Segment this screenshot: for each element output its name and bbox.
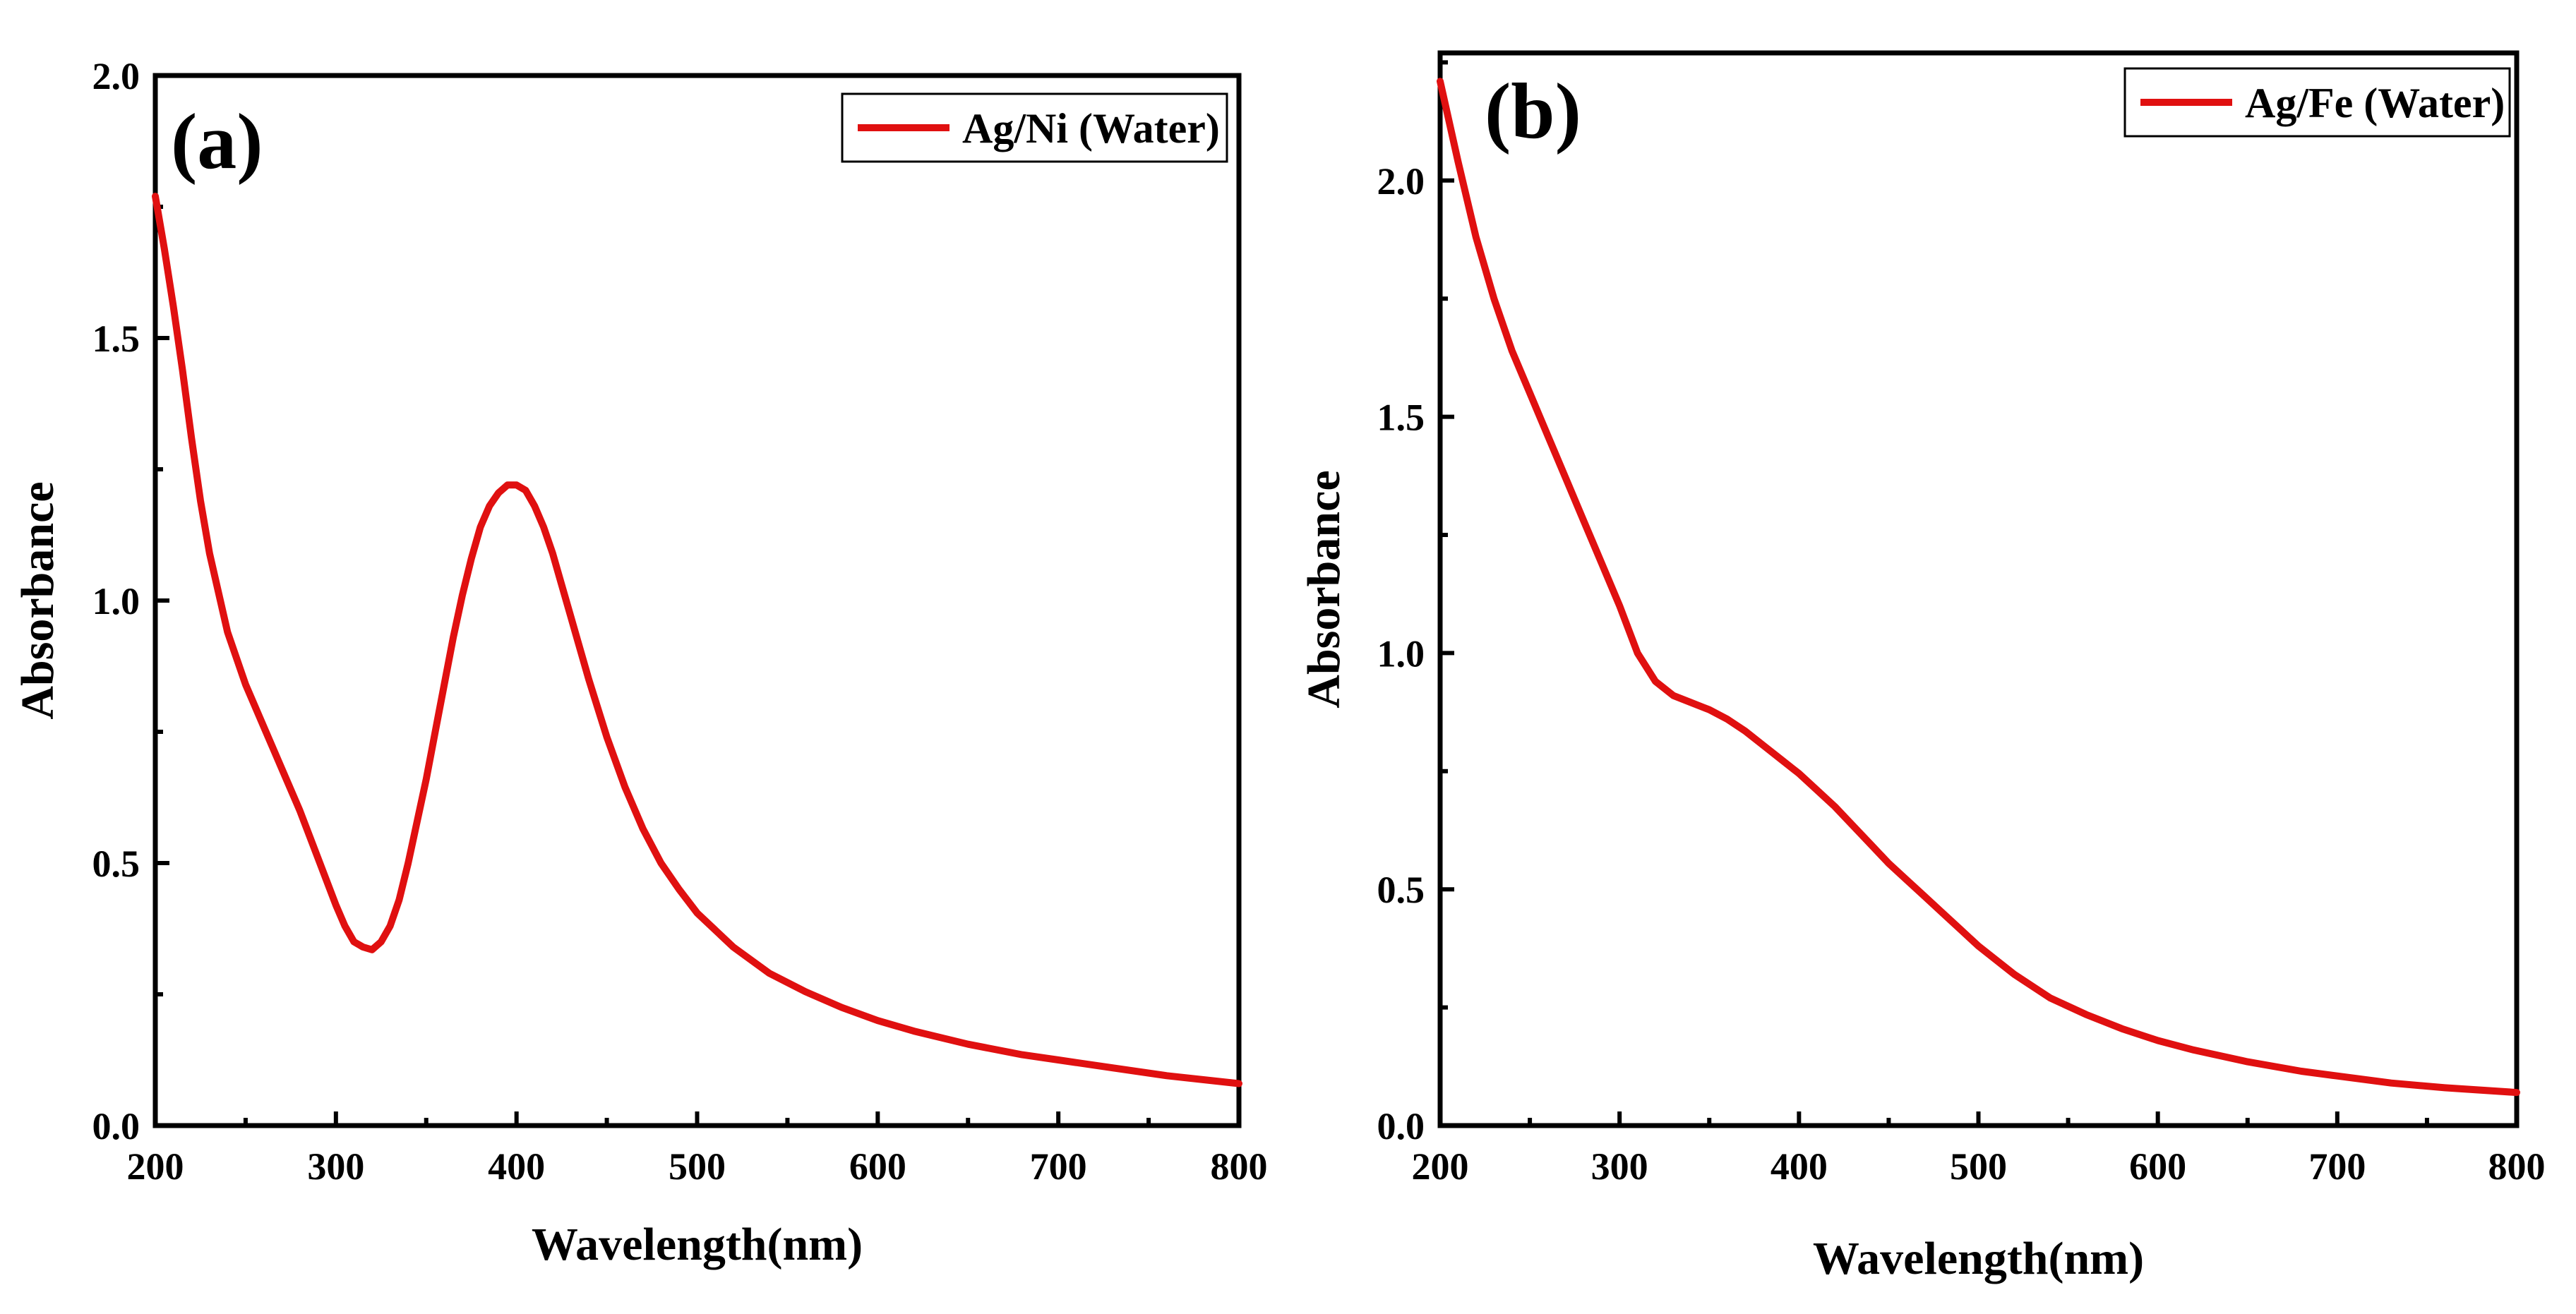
x-axis-label: Wavelength(nm) [532,1219,863,1270]
y-tick-label: 1.5 [1377,397,1425,439]
y-axis-label: Absorbance [1298,470,1350,708]
chart-panel-b: 200 300 400 500 600 700 800 0.0 0.5 1.0 1.5 2.0 Wave… [1298,50,2546,1284]
y-tick-label: 1.0 [1377,632,1425,675]
x-tick-label: 300 [1591,1145,1648,1188]
x-tick-label: 600 [849,1145,906,1188]
y-tick-label: 0.0 [92,1105,140,1147]
y-tick-label: 0.0 [1377,1105,1425,1147]
x-tick-label: 800 [1211,1145,1268,1188]
panel-label: (b) [1485,68,1581,155]
y-tick-label: 1.5 [92,318,140,360]
x-tick-label: 400 [488,1145,545,1188]
y-tick-label: 0.5 [1377,869,1425,911]
series-line-a [152,193,1242,1087]
x-tick-label: 200 [127,1145,184,1188]
x-tick-label: 200 [1412,1145,1469,1188]
chart-panel-a: 200 300 400 500 600 700 800 0.0 0.5 1.0 1.5 2.0 Wave… [12,55,1268,1270]
x-tick-label: 700 [2308,1145,2366,1188]
y-axis-label: Absorbance [12,481,64,719]
x-tick-label: 600 [2129,1145,2186,1188]
x-tick-label: 500 [669,1145,726,1188]
y-tick-label: 0.5 [92,843,140,885]
x-axis-label: Wavelength(nm) [1813,1233,2144,1284]
x-tick-label: 300 [307,1145,364,1188]
legend: Ag/Fe (Water) [2123,67,2511,138]
legend-label: Ag/Fe (Water) [2245,80,2505,126]
plot-frame [1437,50,2520,1128]
panel-label: (a) [171,98,263,186]
x-tick-label: 400 [1771,1145,1828,1188]
x-tick-label: 800 [2488,1145,2546,1188]
legend: Ag/Ni (Water) [841,92,1228,163]
x-tick-label: 500 [1950,1145,2007,1188]
x-tick-label: 700 [1030,1145,1087,1188]
y-tick-label: 1.0 [92,580,140,622]
y-tick-label: 2.0 [92,55,140,97]
legend-label: Ag/Ni (Water) [962,105,1220,152]
series-line-b [1437,78,2520,1097]
y-tick-label: 2.0 [1377,160,1425,203]
plot-frame [152,73,1242,1128]
